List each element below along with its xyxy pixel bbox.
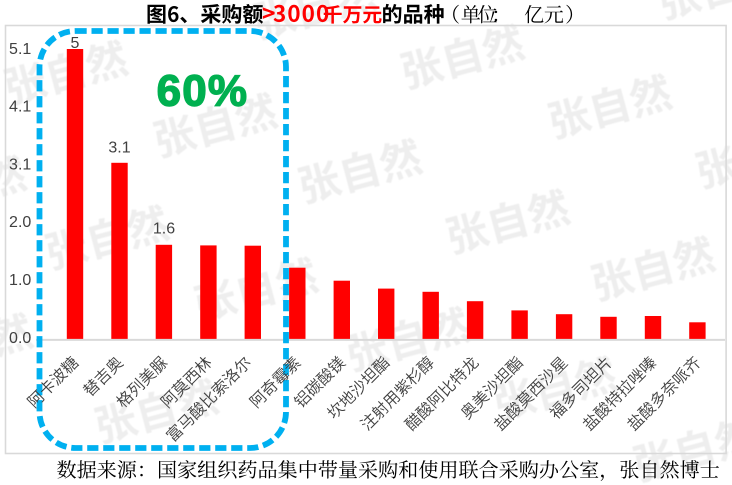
svg-text:1.6: 1.6 xyxy=(153,221,175,238)
svg-text:60%: 60% xyxy=(157,66,249,115)
svg-text:0.0: 0.0 xyxy=(9,330,31,347)
svg-text:5: 5 xyxy=(71,35,80,52)
svg-text:3.1: 3.1 xyxy=(9,156,31,173)
svg-text:1.0: 1.0 xyxy=(9,272,31,289)
svg-text:2.0: 2.0 xyxy=(9,214,31,231)
svg-text:4.1: 4.1 xyxy=(9,99,31,116)
svg-text:5.1: 5.1 xyxy=(9,41,31,58)
svg-text:3.1: 3.1 xyxy=(108,140,130,157)
